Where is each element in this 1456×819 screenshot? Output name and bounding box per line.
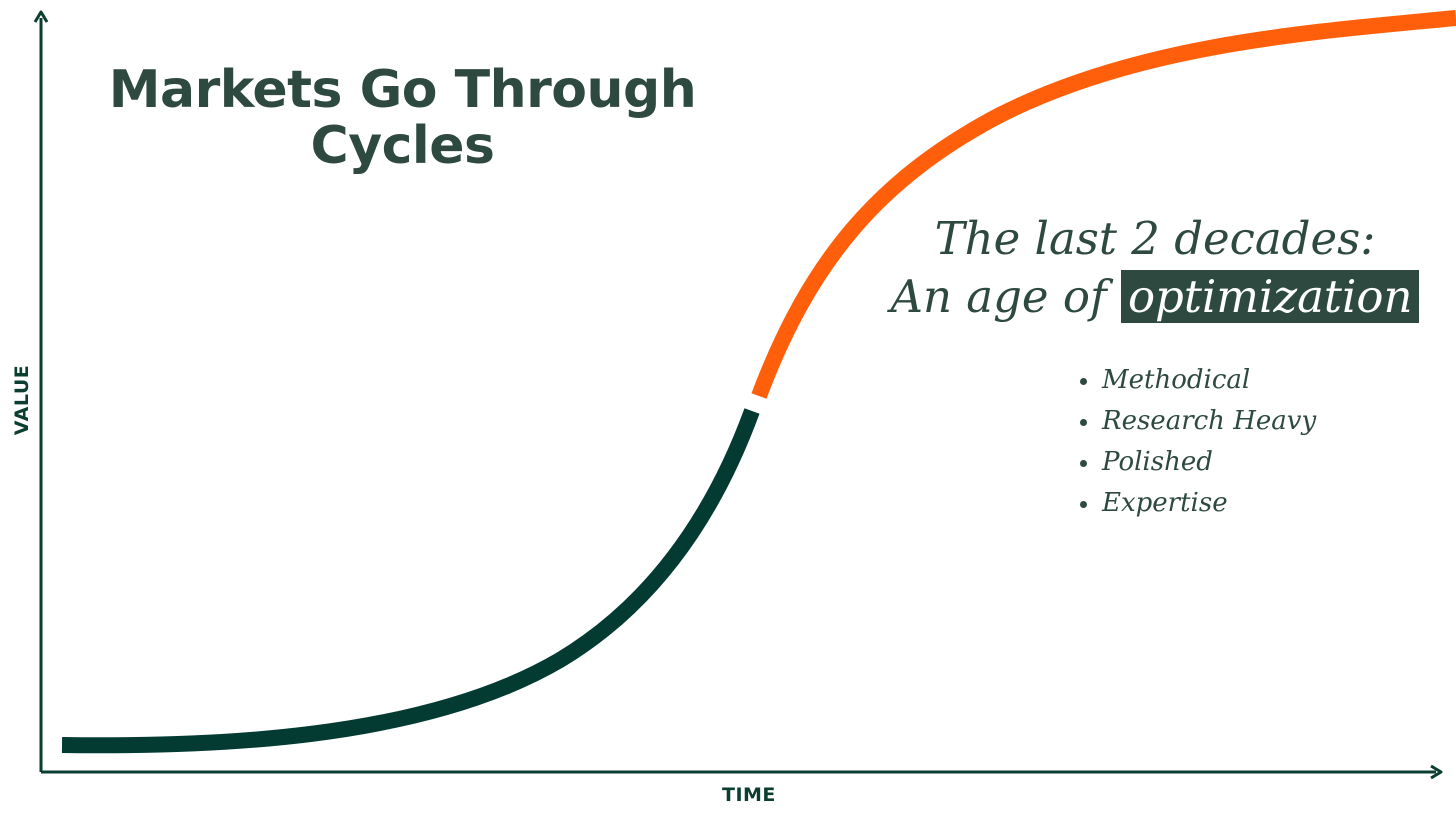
diagram-title: Markets Go Through Cycles [108, 60, 697, 176]
headline: The last 2 decades: An age of optimizati… [870, 210, 1440, 326]
bullet-item: Methodical [1078, 360, 1316, 401]
headline-highlight: optimization [1120, 270, 1420, 323]
x-axis-label: TIME [722, 784, 776, 806]
curve-late-segment [751, 10, 1456, 399]
bullet-item: Research Heavy [1078, 401, 1316, 442]
bullet-item: Expertise [1078, 483, 1316, 524]
headline-line-1: The last 2 decades: [934, 212, 1376, 265]
axes [33, 10, 1443, 780]
bullet-list: Methodical Research Heavy Polished Exper… [1078, 360, 1316, 524]
headline-line-2-prefix: An age of [890, 270, 1107, 323]
y-axis-arrowhead [33, 10, 49, 23]
bullet-item: Polished [1078, 442, 1316, 483]
headline-line-2: An age of optimization [870, 268, 1440, 326]
curve-early-segment [61, 408, 760, 754]
x-axis-arrowhead [1430, 764, 1443, 780]
y-axis-label: VALUE [11, 364, 33, 436]
